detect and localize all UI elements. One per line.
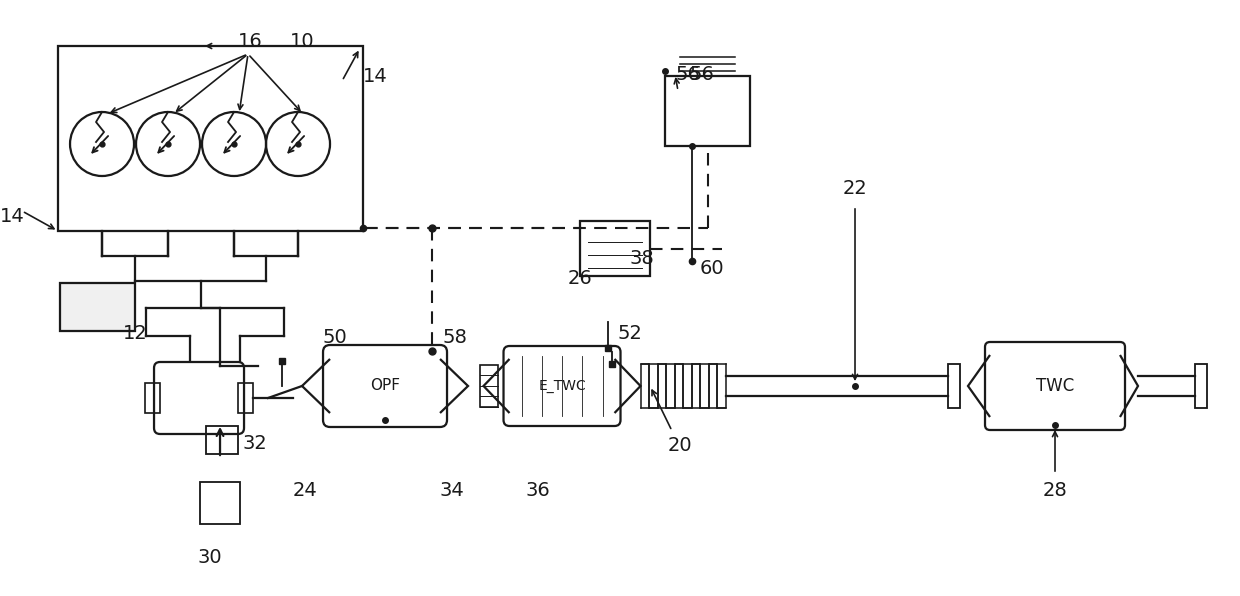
FancyBboxPatch shape <box>503 346 620 426</box>
Text: 16: 16 <box>238 32 263 51</box>
Bar <box>665 76 750 146</box>
Text: 36: 36 <box>526 482 551 501</box>
Text: OPF: OPF <box>370 378 401 393</box>
Text: 14: 14 <box>0 206 25 225</box>
Text: 50: 50 <box>322 328 347 347</box>
Text: 34: 34 <box>440 482 465 501</box>
Text: 60: 60 <box>699 259 724 278</box>
Bar <box>58 46 363 231</box>
Text: 32: 32 <box>243 434 268 454</box>
Bar <box>949 364 960 408</box>
Text: 52: 52 <box>618 324 642 343</box>
Text: 56: 56 <box>689 64 714 83</box>
FancyBboxPatch shape <box>154 362 244 434</box>
FancyBboxPatch shape <box>324 345 448 427</box>
Bar <box>580 221 650 276</box>
Text: 26: 26 <box>568 269 593 287</box>
Text: 38: 38 <box>630 249 655 268</box>
Text: TWC: TWC <box>1035 377 1074 395</box>
Text: 22: 22 <box>843 179 868 197</box>
Text: 10: 10 <box>290 32 314 51</box>
Text: 58: 58 <box>443 328 467 347</box>
Bar <box>200 482 241 524</box>
Bar <box>60 283 135 331</box>
Bar <box>238 383 253 413</box>
Text: 28: 28 <box>1043 482 1068 501</box>
Text: 24: 24 <box>293 482 317 501</box>
Text: 30: 30 <box>197 548 222 567</box>
Bar <box>145 383 160 413</box>
Bar <box>480 365 498 407</box>
Text: 20: 20 <box>667 436 692 455</box>
Bar <box>206 426 238 454</box>
Text: E_TWC: E_TWC <box>538 379 585 393</box>
Text: 12: 12 <box>123 324 148 343</box>
Bar <box>1195 364 1207 408</box>
Text: 56: 56 <box>676 64 701 83</box>
Text: 14: 14 <box>362 67 387 85</box>
FancyBboxPatch shape <box>985 342 1125 430</box>
